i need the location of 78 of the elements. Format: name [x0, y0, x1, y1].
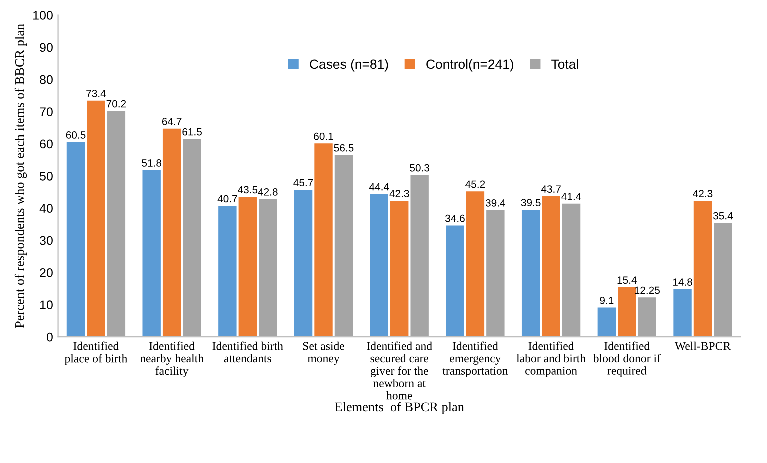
- bar: [238, 197, 258, 338]
- bar: [162, 128, 182, 338]
- data-label: 40.7: [218, 195, 238, 203]
- y-tick-label: 10: [40, 300, 53, 310]
- y-tick-label: 80: [40, 75, 53, 84]
- bar: [87, 100, 106, 338]
- data-label: 45.2: [466, 180, 486, 188]
- bar: [334, 155, 354, 338]
- data-label: 43.5: [238, 186, 258, 194]
- bar: [259, 199, 278, 338]
- data-label: 64.7: [162, 118, 182, 126]
- y-tick-label: 30: [40, 236, 53, 246]
- data-label: 73.4: [86, 90, 106, 98]
- data-label: 35.4: [713, 212, 734, 220]
- bar: [390, 200, 409, 338]
- legend-label: Total: [552, 59, 578, 70]
- data-label: 34.6: [445, 214, 465, 222]
- x-tick-label: Identified blood donor if required: [593, 342, 661, 378]
- bar: [218, 206, 237, 338]
- x-tick-label: Identified emergency transportation: [442, 342, 508, 378]
- data-label: 42.8: [258, 188, 278, 196]
- data-label: 70.2: [106, 100, 126, 108]
- y-tick-label: 40: [40, 204, 53, 213]
- bar: [714, 223, 732, 338]
- data-label: 60.1: [314, 132, 334, 140]
- data-label: 61.5: [182, 128, 202, 136]
- data-label: 42.3: [693, 190, 713, 198]
- x-tick-label: Identified birth attendants: [212, 342, 284, 363]
- data-label: 39.5: [521, 199, 541, 207]
- x-tick-label: Identified and secured care giver for the newborn at home: [367, 342, 432, 400]
- bar: [598, 308, 616, 338]
- bar: [694, 200, 712, 338]
- legend-label: Cases (n=81): [310, 59, 388, 72]
- bar: [294, 190, 313, 338]
- legend-label: Control(n=241): [426, 59, 514, 72]
- y-tick-label: 60: [40, 140, 53, 149]
- bar: [522, 210, 540, 338]
- x-tick-label: Identified nearby health facility: [140, 342, 204, 378]
- y-tick-label: 20: [40, 268, 53, 278]
- data-label: 60.5: [66, 132, 86, 139]
- data-label: 15.4: [618, 276, 637, 284]
- y-tick-label: 90: [40, 43, 53, 52]
- bar: [674, 289, 692, 338]
- bar: [562, 204, 581, 338]
- data-label: 14.8: [673, 278, 692, 286]
- data-label: 44.4: [369, 183, 390, 191]
- bar: [466, 192, 485, 338]
- x-tick-label: Set aside money: [303, 342, 344, 366]
- x-axis-title: Elements of BPCR plan: [335, 402, 464, 414]
- bar: [183, 139, 202, 338]
- bar: [486, 210, 505, 338]
- bar: [542, 196, 560, 338]
- data-label: 42.3: [390, 190, 410, 198]
- data-label: 56.5: [334, 144, 354, 152]
- data-label: 50.3: [410, 164, 430, 172]
- bar: [66, 142, 86, 338]
- bar: [446, 226, 464, 338]
- y-tick-label: 100: [34, 11, 53, 20]
- bar: [107, 111, 126, 338]
- data-label: 43.7: [541, 186, 561, 193]
- bar: [410, 175, 429, 338]
- x-tick-label: Identified place of birth: [64, 342, 128, 366]
- y-tick-label: 50: [40, 172, 53, 181]
- data-label: 9.1: [600, 296, 614, 304]
- data-label: 45.7: [294, 179, 314, 187]
- x-tick-label: Identified labor and birth companion: [516, 342, 586, 378]
- data-label: 41.4: [562, 193, 582, 200]
- data-label: 51.8: [142, 160, 162, 167]
- bar: [618, 288, 636, 338]
- bar: [314, 144, 333, 338]
- bar: [638, 298, 656, 338]
- data-label: 39.4: [486, 199, 506, 207]
- y-tick-label: 70: [40, 108, 53, 116]
- x-tick-label: Well-BPCR: [674, 342, 732, 350]
- bar: [142, 170, 161, 338]
- y-tick-label: 0: [46, 332, 53, 342]
- y-axis-title: Percent of respondents who got each items of BBCR plan: [14, 24, 28, 328]
- bar: [370, 194, 388, 338]
